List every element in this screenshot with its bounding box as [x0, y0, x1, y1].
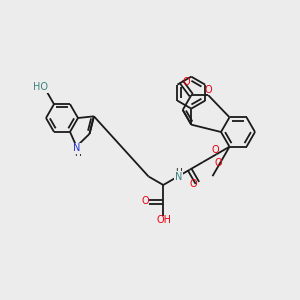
Text: O: O	[190, 179, 197, 189]
Text: HO: HO	[34, 82, 49, 92]
Text: N: N	[73, 143, 80, 154]
Text: OH: OH	[157, 215, 172, 225]
Text: H: H	[175, 168, 182, 177]
Text: O: O	[142, 196, 150, 206]
Text: O: O	[212, 146, 219, 155]
Text: N: N	[175, 172, 182, 182]
Text: H: H	[74, 149, 81, 158]
Text: O: O	[205, 85, 212, 95]
Text: O: O	[214, 158, 222, 168]
Text: O: O	[182, 76, 190, 86]
